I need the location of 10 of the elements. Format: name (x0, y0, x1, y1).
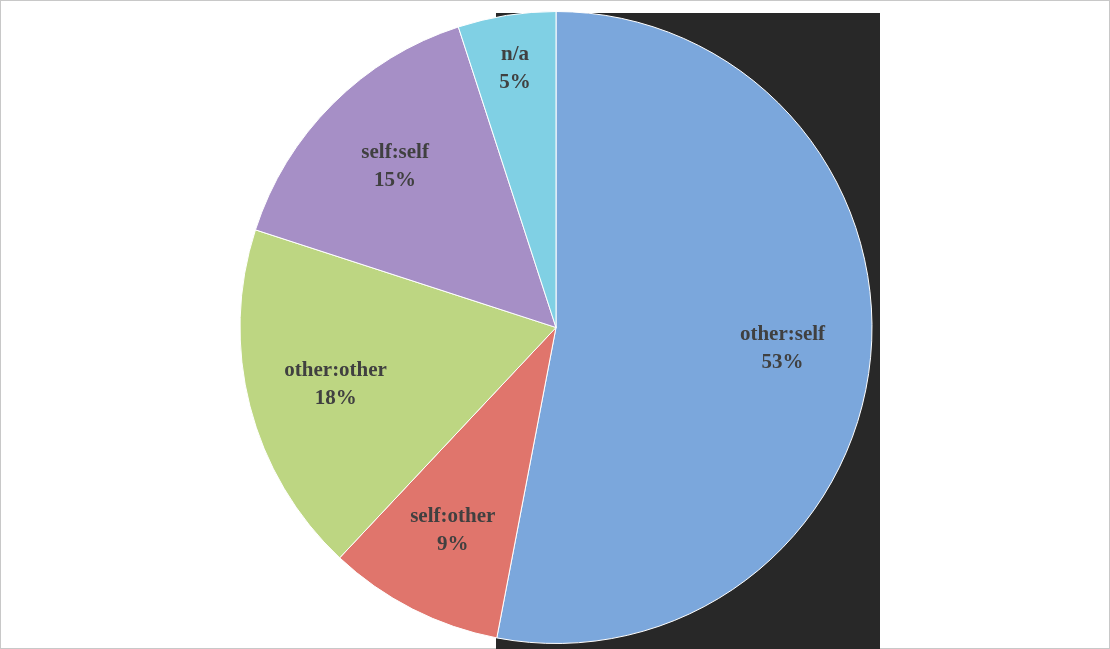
slice-label: self:self (361, 139, 430, 164)
data-label: 9% (436, 530, 469, 555)
data-label: 53% (761, 349, 804, 374)
slice-label: other:other (284, 356, 387, 381)
data-label: 15% (374, 167, 417, 192)
slice-label: self:other (410, 502, 496, 527)
slice-label: n/a (500, 40, 530, 65)
data-label: 5% (499, 68, 531, 93)
slice-label: other:self (739, 321, 827, 346)
data-label: 18% (314, 384, 357, 409)
